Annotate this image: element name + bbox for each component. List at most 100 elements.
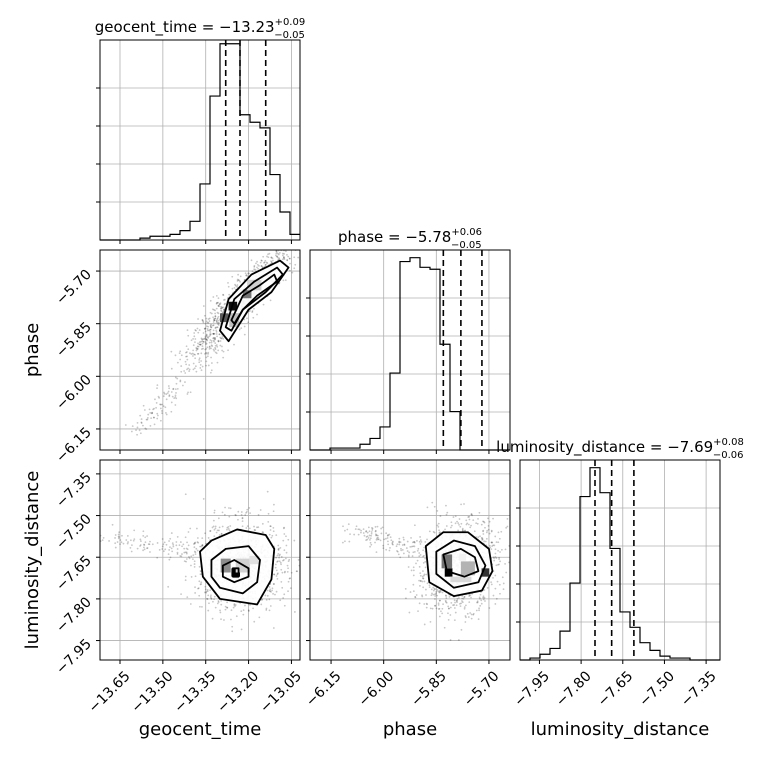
tick-label-y: −7.80	[53, 594, 95, 636]
scatter-point	[377, 536, 379, 539]
scatter-point	[428, 530, 431, 533]
scatter-point	[219, 336, 222, 339]
scatter-point	[418, 555, 421, 558]
scatter-point	[114, 546, 117, 549]
scatter-point	[459, 525, 462, 528]
scatter-point	[404, 588, 407, 590]
scatter-point	[457, 639, 460, 641]
scatter-point	[119, 539, 122, 541]
scatter-point	[421, 580, 424, 583]
scatter-point	[268, 589, 271, 592]
scatter-point	[186, 355, 188, 358]
scatter-point	[146, 547, 149, 549]
scatter-point	[438, 531, 441, 534]
scatter-point	[269, 525, 272, 528]
scatter-point	[217, 301, 220, 304]
scatter-point	[438, 615, 441, 618]
scatter-point	[140, 421, 143, 424]
scatter-point	[371, 527, 373, 529]
scatter-point	[245, 274, 247, 277]
scatter-point	[406, 550, 409, 552]
scatter-point	[217, 323, 219, 326]
scatter-point	[461, 529, 464, 531]
scatter-point	[469, 526, 472, 529]
scatter-point	[437, 608, 440, 610]
scatter-point	[301, 238, 303, 240]
scatter-point	[486, 587, 489, 589]
scatter-point	[205, 342, 208, 345]
scatter-point	[500, 530, 503, 533]
scatter-point	[476, 522, 479, 525]
scatter-point	[221, 311, 224, 314]
scatter-point	[249, 512, 252, 515]
scatter-point	[187, 367, 190, 370]
scatter-point	[287, 245, 289, 247]
scatter-point	[217, 349, 220, 352]
scatter-point	[204, 341, 207, 344]
scatter-point	[272, 583, 275, 585]
scatter-point	[223, 303, 226, 306]
scatter-point	[201, 544, 204, 547]
scatter-point	[195, 527, 198, 530]
scatter-point	[235, 615, 238, 618]
scatter-point	[395, 545, 398, 548]
scatter-point	[470, 617, 473, 620]
scatter-point	[363, 534, 366, 537]
scatter-point	[245, 527, 248, 529]
scatter-point	[420, 541, 423, 543]
scatter-point	[423, 574, 425, 577]
scatter-point	[194, 365, 197, 368]
scatter-point	[492, 594, 495, 597]
scatter-point	[171, 542, 174, 545]
scatter-point	[118, 531, 121, 534]
scatter-point	[285, 551, 288, 554]
scatter-point	[497, 541, 500, 544]
scatter-point	[271, 534, 274, 537]
scatter-point	[375, 551, 378, 554]
scatter-point	[206, 336, 209, 339]
scatter-point	[259, 261, 262, 264]
scatter-point	[447, 618, 450, 621]
scatter-point	[270, 260, 272, 263]
scatter-point	[205, 334, 208, 337]
scatter-point	[227, 281, 229, 284]
scatter-point	[209, 311, 212, 314]
scatter-point	[213, 338, 216, 341]
scatter-point	[275, 556, 278, 559]
scatter-point	[455, 600, 458, 602]
scatter-point	[136, 547, 139, 550]
scatter-point	[494, 552, 497, 555]
scatter-point	[193, 565, 196, 568]
scatter-point	[495, 557, 498, 559]
scatter-point	[142, 424, 144, 427]
scatter-point	[231, 287, 234, 290]
scatter-point	[169, 537, 172, 540]
scatter-point	[222, 293, 224, 296]
scatter-point	[201, 544, 204, 547]
scatter-point	[208, 317, 211, 320]
scatter-point	[212, 332, 215, 335]
scatter-point	[463, 606, 466, 609]
scatter-point	[233, 286, 236, 289]
scatter-point	[445, 525, 448, 527]
scatter-point	[204, 588, 207, 591]
scatter-point	[209, 339, 212, 341]
scatter-point	[197, 587, 199, 590]
scatter-point	[276, 255, 278, 258]
scatter-point	[195, 370, 198, 373]
scatter-point	[392, 543, 394, 546]
scatter-point	[387, 540, 389, 543]
scatter-point	[465, 523, 468, 526]
scatter-point	[143, 544, 146, 546]
scatter-point	[209, 328, 212, 331]
scatter-point	[475, 522, 478, 525]
scatter-point	[216, 335, 218, 338]
scatter-point	[208, 347, 211, 350]
scatter-point	[180, 555, 183, 558]
scatter-point	[460, 522, 463, 525]
scatter-point	[205, 333, 208, 336]
scatter-point	[196, 549, 199, 552]
scatter-point	[194, 541, 197, 544]
scatter-point	[240, 327, 243, 329]
scatter-point	[303, 247, 305, 249]
